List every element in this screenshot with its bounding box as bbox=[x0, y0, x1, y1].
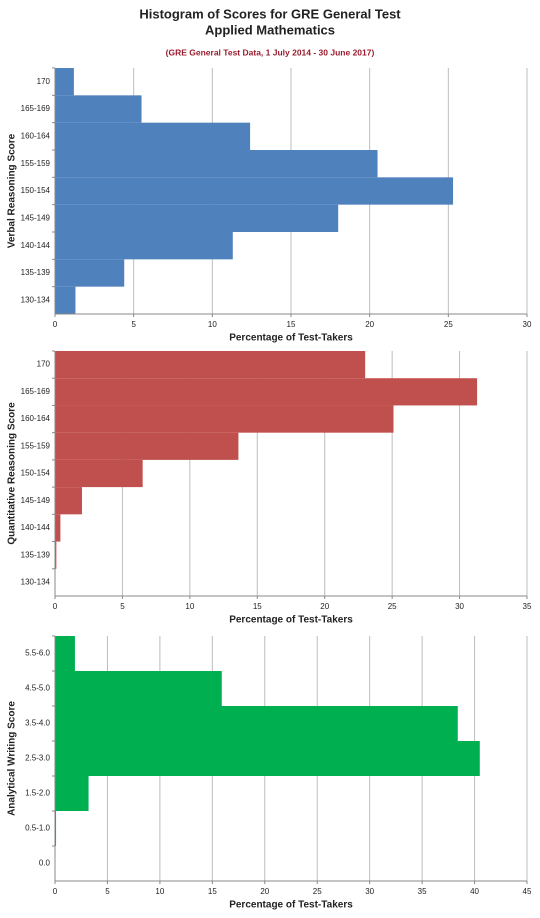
bar bbox=[55, 459, 143, 488]
x-tick-label: 30 bbox=[523, 320, 532, 329]
y-tick-label: 170 bbox=[37, 360, 51, 369]
x-tick-label: 15 bbox=[208, 887, 217, 896]
y-tick-label: 0.5-1.0 bbox=[25, 824, 50, 833]
chart-title: Histogram of Scores for GRE General Test bbox=[139, 6, 401, 21]
y-tick-label: 135-139 bbox=[21, 550, 51, 559]
x-tick-label: 35 bbox=[523, 602, 532, 611]
x-tick-label: 20 bbox=[365, 320, 374, 329]
bar bbox=[55, 122, 251, 150]
y-tick-label: 135-139 bbox=[21, 268, 51, 277]
x-tick-label: 5 bbox=[105, 887, 110, 896]
y-axis-title: Quantitative Reasoning Score bbox=[7, 402, 18, 545]
x-tick-label: 10 bbox=[208, 320, 217, 329]
bar bbox=[55, 541, 57, 569]
y-tick-label: 130-134 bbox=[21, 295, 51, 304]
bar bbox=[55, 487, 82, 515]
y-tick-label: 155-159 bbox=[21, 441, 51, 450]
x-tick-label: 45 bbox=[523, 887, 532, 896]
x-tick-label: 40 bbox=[470, 887, 479, 896]
y-tick-label: 145-149 bbox=[21, 213, 51, 222]
y-tick-label: 150-154 bbox=[21, 186, 51, 195]
x-tick-label: 5 bbox=[120, 602, 125, 611]
bar bbox=[55, 95, 142, 123]
y-tick-label: 130-134 bbox=[21, 577, 51, 586]
y-tick-label: 160-164 bbox=[21, 414, 51, 423]
y-tick-label: 160-164 bbox=[21, 131, 51, 140]
bar bbox=[55, 432, 239, 460]
y-tick-label: 4.5-5.0 bbox=[25, 684, 50, 693]
x-tick-label: 35 bbox=[418, 887, 427, 896]
x-tick-label: 25 bbox=[313, 887, 322, 896]
x-tick-label: 30 bbox=[365, 887, 374, 896]
x-tick-label: 15 bbox=[287, 320, 296, 329]
y-tick-label: 3.5-4.0 bbox=[25, 719, 50, 728]
bar bbox=[55, 706, 458, 741]
chart-title: Applied Mathematics bbox=[205, 22, 335, 37]
x-tick-label: 10 bbox=[155, 887, 164, 896]
y-tick-label: 140-144 bbox=[21, 241, 51, 250]
x-axis-title: Percentage of Test-Takers bbox=[229, 900, 353, 911]
x-tick-label: 0 bbox=[53, 602, 58, 611]
bar bbox=[55, 351, 366, 379]
bar bbox=[55, 405, 394, 433]
x-tick-label: 15 bbox=[253, 602, 262, 611]
x-tick-label: 20 bbox=[320, 602, 329, 611]
bar bbox=[55, 378, 478, 406]
bar bbox=[55, 671, 222, 706]
y-axis-title: Verbal Reasoning Score bbox=[7, 133, 18, 248]
y-tick-label: 150-154 bbox=[21, 469, 51, 478]
y-tick-label: 170 bbox=[37, 77, 51, 86]
bar bbox=[55, 68, 74, 96]
x-tick-label: 0 bbox=[53, 887, 58, 896]
y-tick-label: 145-149 bbox=[21, 496, 51, 505]
x-tick-label: 0 bbox=[53, 320, 58, 329]
bar bbox=[55, 776, 89, 811]
x-tick-label: 20 bbox=[260, 887, 269, 896]
x-tick-label: 10 bbox=[185, 602, 194, 611]
x-tick-label: 25 bbox=[388, 602, 397, 611]
bar bbox=[55, 232, 233, 260]
y-tick-label: 1.5-2.0 bbox=[25, 789, 50, 798]
bar bbox=[55, 259, 125, 287]
y-tick-label: 165-169 bbox=[21, 104, 51, 113]
y-tick-label: 140-144 bbox=[21, 523, 51, 532]
x-axis-title: Percentage of Test-Takers bbox=[229, 615, 353, 626]
bar bbox=[55, 177, 454, 205]
y-tick-label: 5.5-6.0 bbox=[25, 649, 50, 658]
bar bbox=[55, 150, 378, 178]
x-tick-label: 30 bbox=[455, 602, 464, 611]
y-tick-label: 165-169 bbox=[21, 387, 51, 396]
x-tick-label: 25 bbox=[444, 320, 453, 329]
x-axis-title: Percentage of Test-Takers bbox=[229, 333, 353, 344]
bar bbox=[55, 204, 339, 232]
chart-subtitle: (GRE General Test Data, 1 July 2014 - 30… bbox=[166, 47, 375, 57]
bar bbox=[55, 741, 480, 776]
bar bbox=[55, 811, 57, 846]
y-axis-title: Analytical Writing Score bbox=[7, 701, 18, 816]
y-tick-label: 155-159 bbox=[21, 159, 51, 168]
bar bbox=[55, 636, 75, 671]
y-tick-label: 2.5-3.0 bbox=[25, 754, 50, 763]
bar bbox=[55, 286, 76, 314]
x-tick-label: 5 bbox=[131, 320, 136, 329]
bar bbox=[55, 514, 61, 542]
y-tick-label: 0.0 bbox=[39, 859, 51, 868]
